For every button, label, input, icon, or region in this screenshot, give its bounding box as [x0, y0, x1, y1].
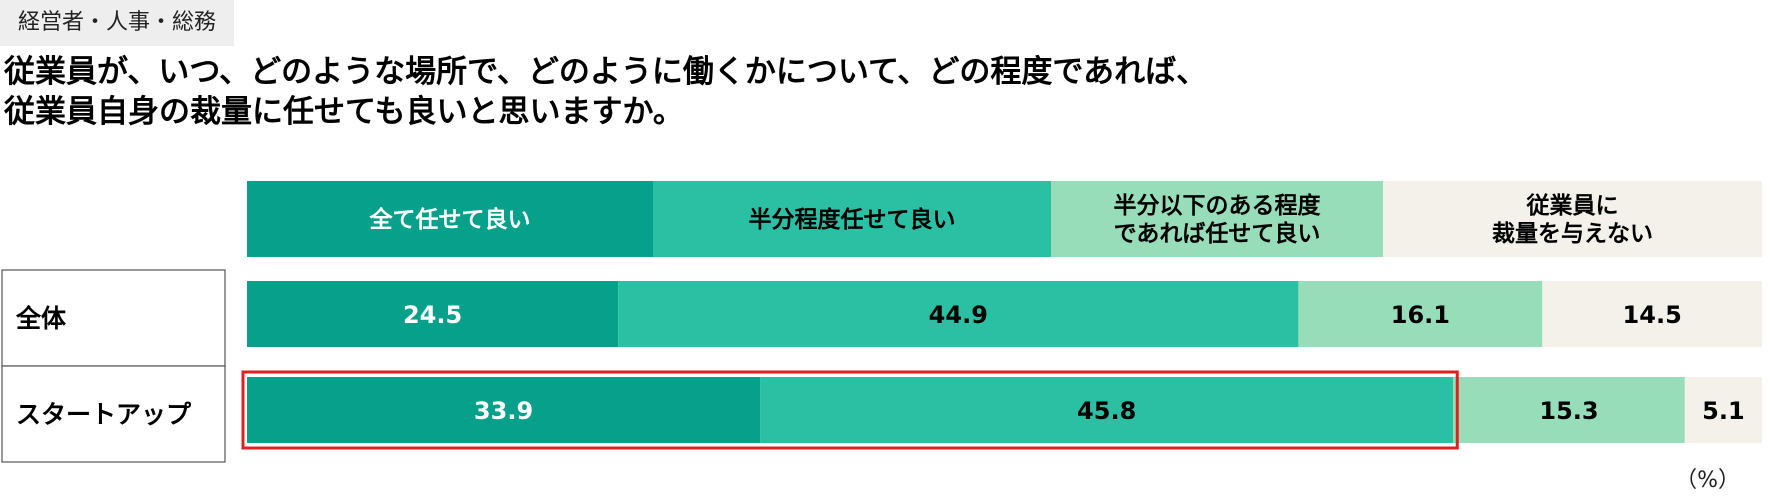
bar-row1-seg2 — [618, 281, 1299, 347]
category-tag: 経営者・人事・総務 — [0, 0, 235, 46]
question-line-2: 従業員自身の裁量に任せても良いと思いますか。 — [4, 94, 684, 130]
header-cell-2 — [653, 181, 1051, 257]
question-line-1: 従業員が、いつ、どのような場所で、どのように働くかについて、どの程度であれば、 — [4, 54, 1208, 90]
header-cell-4 — [1383, 181, 1762, 257]
data-label-row1-seg3: 16.1 — [1391, 301, 1450, 329]
bar-row1-seg4 — [1542, 281, 1762, 347]
header-cell-3 — [1051, 181, 1383, 257]
data-label-row2-seg3: 15.3 — [1539, 397, 1598, 425]
data-label-row1-seg2: 44.9 — [929, 301, 988, 329]
row-label-box-2 — [1, 365, 226, 463]
header-label-4: 従業員に裁量を与えない — [1492, 192, 1653, 247]
bar-row2-seg3 — [1453, 377, 1685, 443]
bar-row2-seg1 — [247, 377, 761, 443]
unit-label: （%） — [1675, 468, 1740, 493]
highlight-frame — [241, 370, 1459, 450]
data-label-row2-seg1: 33.9 — [474, 397, 533, 425]
header-label-2: 半分程度任せて良い — [749, 206, 956, 233]
bar-row1-seg1 — [247, 281, 619, 347]
header-label-1: 全て任せて良い — [369, 206, 531, 233]
row-label-box-1 — [1, 269, 226, 367]
bar-row1-seg3 — [1298, 281, 1543, 347]
data-label-row1-seg1: 24.5 — [403, 301, 462, 329]
data-label-row2-seg2: 45.8 — [1077, 397, 1136, 425]
row-label-1: 全体 — [15, 304, 67, 333]
header-cell-1 — [247, 181, 653, 257]
data-label-row2-seg4: 5.1 — [1702, 397, 1745, 425]
header-label-3: 半分以下のある程度であれば任せて良い — [1114, 192, 1322, 247]
bar-row2-seg2 — [760, 377, 1454, 443]
row-label-2: スタートアップ — [16, 400, 192, 429]
data-label-row1-seg4: 14.5 — [1623, 301, 1682, 329]
bar-row2-seg4 — [1684, 377, 1762, 443]
